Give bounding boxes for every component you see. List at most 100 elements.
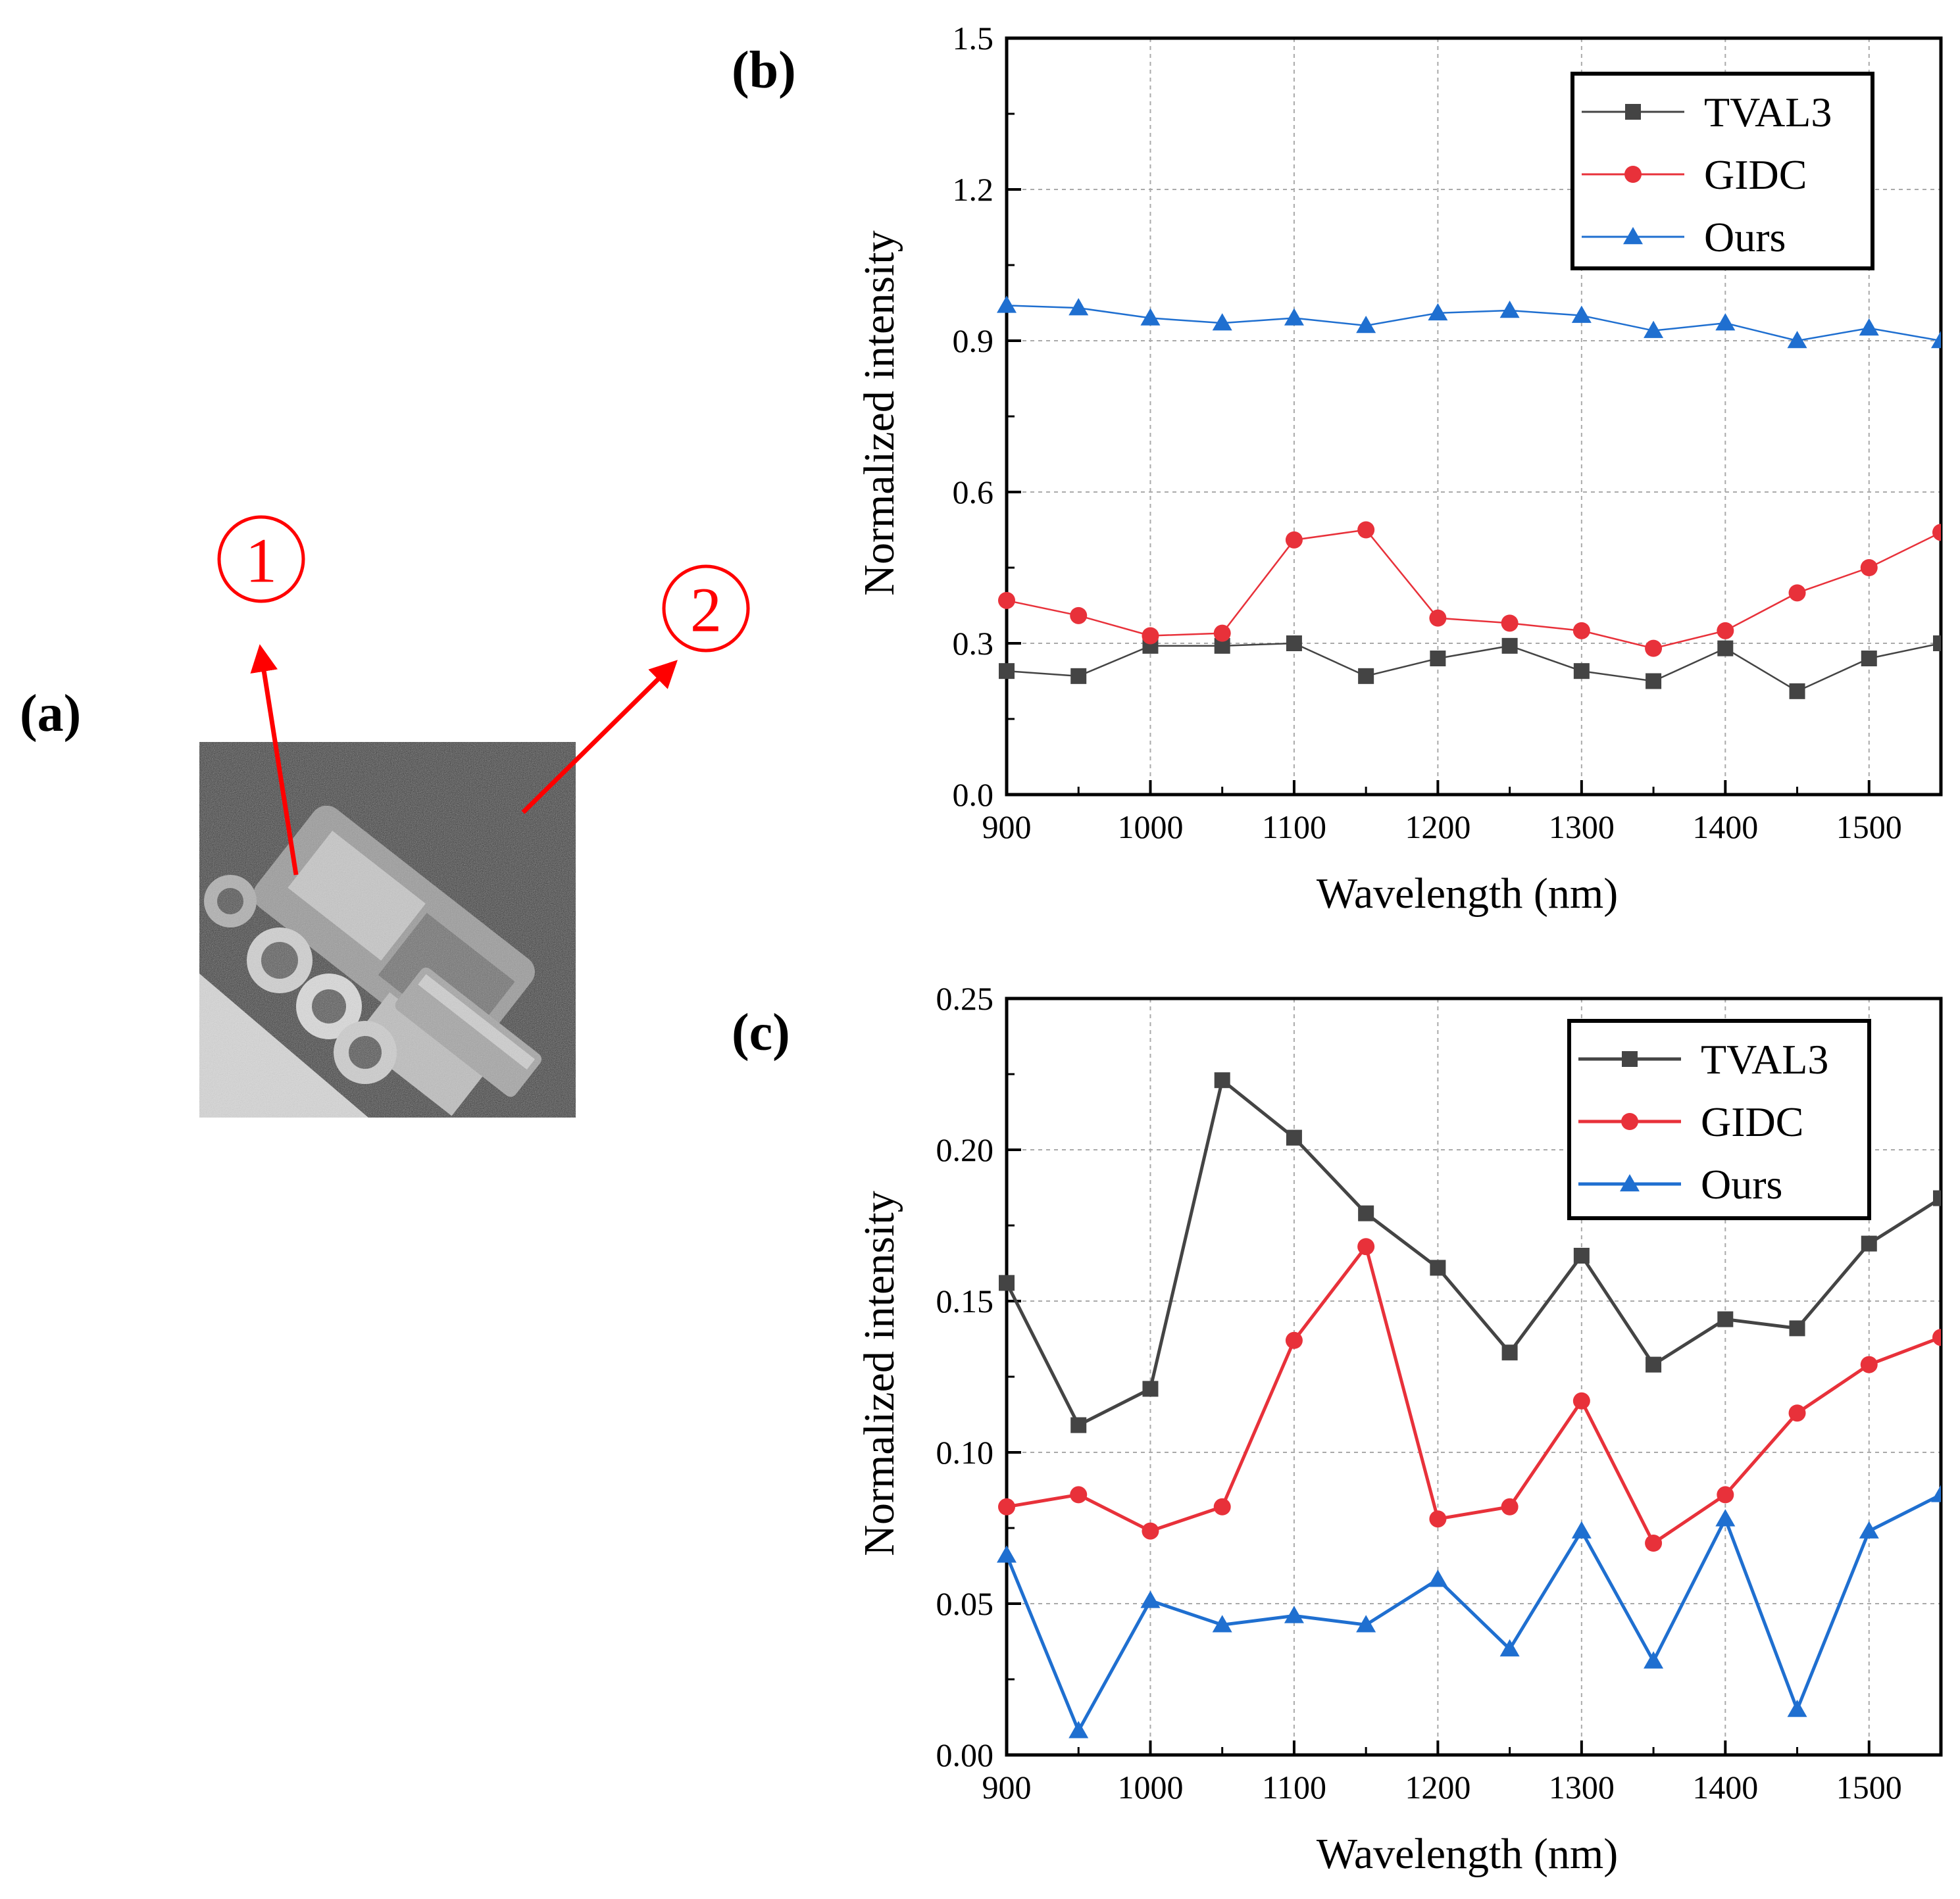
chart-c-point-tval3-1400 bbox=[1717, 1311, 1734, 1327]
chart-b: 900 1000 1100 1200 1300 1400 1500 0.0 0.3 0.6 0.9 1… bbox=[855, 20, 1943, 918]
chart-b-point-gidc-1350 bbox=[1645, 639, 1663, 657]
chart-c-point-gidc-1050 bbox=[1213, 1498, 1231, 1516]
chart-c-point-tval3-1200 bbox=[1430, 1260, 1446, 1276]
chart-b-point-tval3-1200 bbox=[1430, 651, 1446, 666]
chart-c-point-gidc-1400 bbox=[1717, 1486, 1734, 1504]
chart-b-legend-label-ours: Ours bbox=[1704, 214, 1786, 260]
chart-c-legend-marker-gidc bbox=[1621, 1113, 1638, 1130]
chart-c-legend-marker-tval3 bbox=[1622, 1051, 1638, 1067]
chart-b-ylabel: Normalized intensity bbox=[855, 230, 903, 595]
panel-label-a: (a) bbox=[20, 685, 82, 743]
chart-c-point-ours-900 bbox=[997, 1545, 1017, 1563]
chart-b-xtick-label-2: 1100 bbox=[1262, 808, 1326, 845]
chart-c-point-ours-1000 bbox=[1140, 1591, 1161, 1608]
chart-b-xtick-label-4: 1300 bbox=[1549, 808, 1615, 845]
marker-digit-2: 2 bbox=[690, 575, 722, 645]
chart-c-point-tval3-1150 bbox=[1358, 1205, 1374, 1221]
chart-c-point-ours-1050 bbox=[1212, 1615, 1232, 1633]
chart-c-point-gidc-1150 bbox=[1357, 1238, 1375, 1256]
chart-c-point-gidc-1250 bbox=[1501, 1498, 1519, 1516]
chart-c-point-ours-1250 bbox=[1499, 1639, 1520, 1657]
chart-b-legend-marker-tval3 bbox=[1625, 104, 1641, 120]
chart-b-point-tval3-1300 bbox=[1573, 663, 1590, 679]
chart-b-point-gidc-1400 bbox=[1717, 622, 1734, 639]
chart-c-xtick-label-0: 900 bbox=[982, 1769, 1032, 1806]
chart-b-xtick-label-1: 1000 bbox=[1117, 808, 1183, 845]
chart-b-point-ours-1400 bbox=[1715, 313, 1736, 331]
chart-c-xlabel: Wavelength (nm) bbox=[1317, 1830, 1618, 1878]
chart-b-point-ours-1100 bbox=[1284, 308, 1304, 326]
chart-b-point-ours-1150 bbox=[1356, 316, 1376, 333]
chart-b-point-tval3-1350 bbox=[1646, 673, 1662, 689]
chart-b-xtick-label-3: 1200 bbox=[1405, 808, 1470, 845]
chart-b-legend-marker-gidc bbox=[1624, 166, 1642, 183]
chart-b-point-ours-1450 bbox=[1787, 331, 1807, 349]
chart-c-line-ours bbox=[1005, 1493, 1941, 1735]
chart-c-xtick-label-4: 1300 bbox=[1549, 1769, 1615, 1806]
chart-b-point-ours-1550 bbox=[1931, 331, 1941, 349]
chart-c-ytick-label-3: 0.15 bbox=[936, 1283, 994, 1319]
chart-b-ytick-label-0: 0.0 bbox=[953, 776, 994, 813]
chart-c-point-tval3-1350 bbox=[1646, 1356, 1662, 1373]
chart-c-line-gidc bbox=[1006, 1243, 1941, 1546]
chart-b-point-gidc-950 bbox=[1070, 606, 1088, 624]
chart-b-point-gidc-900 bbox=[998, 591, 1015, 609]
chart-c-point-tval3-900 bbox=[999, 1275, 1015, 1291]
chart-c-xtick-label-3: 1200 bbox=[1405, 1769, 1470, 1806]
chart-b-ytick-label-5: 1.5 bbox=[953, 20, 994, 57]
chart-b-line-tval3 bbox=[1006, 642, 1941, 693]
panel-a-figure: ① 1 ② 2 bbox=[199, 515, 750, 1118]
chart-c-legend-label-gidc: GIDC bbox=[1701, 1098, 1803, 1145]
chart-b-point-ours-1350 bbox=[1644, 320, 1664, 338]
chart-b-legend: TVAL3 GIDC Ours bbox=[1571, 72, 1874, 270]
chart-c-xtick-label-5: 1400 bbox=[1692, 1769, 1758, 1806]
chart-b-ytick-label-2: 0.6 bbox=[953, 474, 994, 510]
chart-c-point-gidc-1100 bbox=[1285, 1331, 1303, 1349]
chart-b-legend-marker-ours bbox=[1623, 227, 1643, 245]
chart-b-point-tval3-1250 bbox=[1501, 637, 1518, 654]
chart-b-point-tval3-1150 bbox=[1358, 668, 1374, 684]
chart-b-point-gidc-1450 bbox=[1788, 584, 1806, 602]
chart-b-point-gidc-1250 bbox=[1501, 614, 1519, 632]
chart-c-point-ours-1100 bbox=[1284, 1606, 1304, 1623]
chart-c-frame bbox=[1005, 997, 1943, 1757]
chart-c-point-tval3-1050 bbox=[1214, 1072, 1230, 1089]
arrow-1 bbox=[250, 644, 299, 876]
chart-c-point-ours-1150 bbox=[1356, 1615, 1376, 1633]
chart-c-ytick-label-2: 0.10 bbox=[936, 1434, 994, 1471]
chart-c-ytick-label-0: 0.00 bbox=[936, 1737, 994, 1773]
chart-c-point-gidc-1450 bbox=[1788, 1404, 1806, 1422]
chart-c-point-gidc-1000 bbox=[1142, 1522, 1159, 1540]
chart-b-line-ours bbox=[1006, 305, 1941, 342]
chart-b-xlabel: Wavelength (nm) bbox=[1317, 870, 1618, 918]
chart-c-point-gidc-1350 bbox=[1645, 1535, 1663, 1552]
chart-c-point-tval3-1300 bbox=[1573, 1248, 1590, 1264]
chart-c-ytick-label-4: 0.20 bbox=[936, 1131, 994, 1168]
chart-c-point-ours-1450 bbox=[1787, 1700, 1807, 1717]
chart-c-legend: TVAL3 GIDC Ours bbox=[1567, 1019, 1871, 1220]
chart-c-point-ours-1200 bbox=[1428, 1569, 1448, 1587]
chart-b-ytick-label-4: 1.2 bbox=[953, 171, 994, 208]
chart-b-line-gidc bbox=[1006, 529, 1941, 649]
panel-label-c: (c) bbox=[732, 1004, 790, 1062]
chart-c-point-tval3-1500 bbox=[1861, 1235, 1877, 1252]
chart-c-legend-label-tval3: TVAL3 bbox=[1701, 1036, 1828, 1083]
chart-c: 900 1000 1100 1200 1300 1400 1500 0.00 0.05 0.10 0… bbox=[855, 980, 1943, 1878]
chart-b-point-tval3-1450 bbox=[1789, 683, 1805, 699]
chart-b-point-gidc-1150 bbox=[1357, 521, 1375, 539]
chart-b-legend-label-gidc: GIDC bbox=[1704, 151, 1807, 198]
panel-label-b: (b) bbox=[732, 41, 796, 99]
chart-c-point-gidc-1300 bbox=[1572, 1392, 1590, 1410]
chart-c-point-tval3-950 bbox=[1070, 1417, 1087, 1433]
chart-b-point-tval3-1100 bbox=[1286, 635, 1302, 651]
chart-c-xtick-label-1: 1000 bbox=[1117, 1769, 1183, 1806]
chart-b-point-ours-1200 bbox=[1428, 303, 1448, 321]
arrow-2 bbox=[521, 660, 678, 814]
chart-c-point-tval3-1100 bbox=[1286, 1129, 1302, 1146]
chart-b-point-tval3-1550 bbox=[1933, 635, 1941, 651]
chart-c-ylabel: Normalized intensity bbox=[855, 1191, 903, 1556]
chart-b-xtick-label-6: 1500 bbox=[1836, 808, 1902, 845]
chart-b-point-ours-1050 bbox=[1212, 313, 1232, 331]
chart-c-xtick-label-6: 1500 bbox=[1836, 1769, 1902, 1806]
chart-c-point-gidc-1500 bbox=[1860, 1356, 1878, 1373]
